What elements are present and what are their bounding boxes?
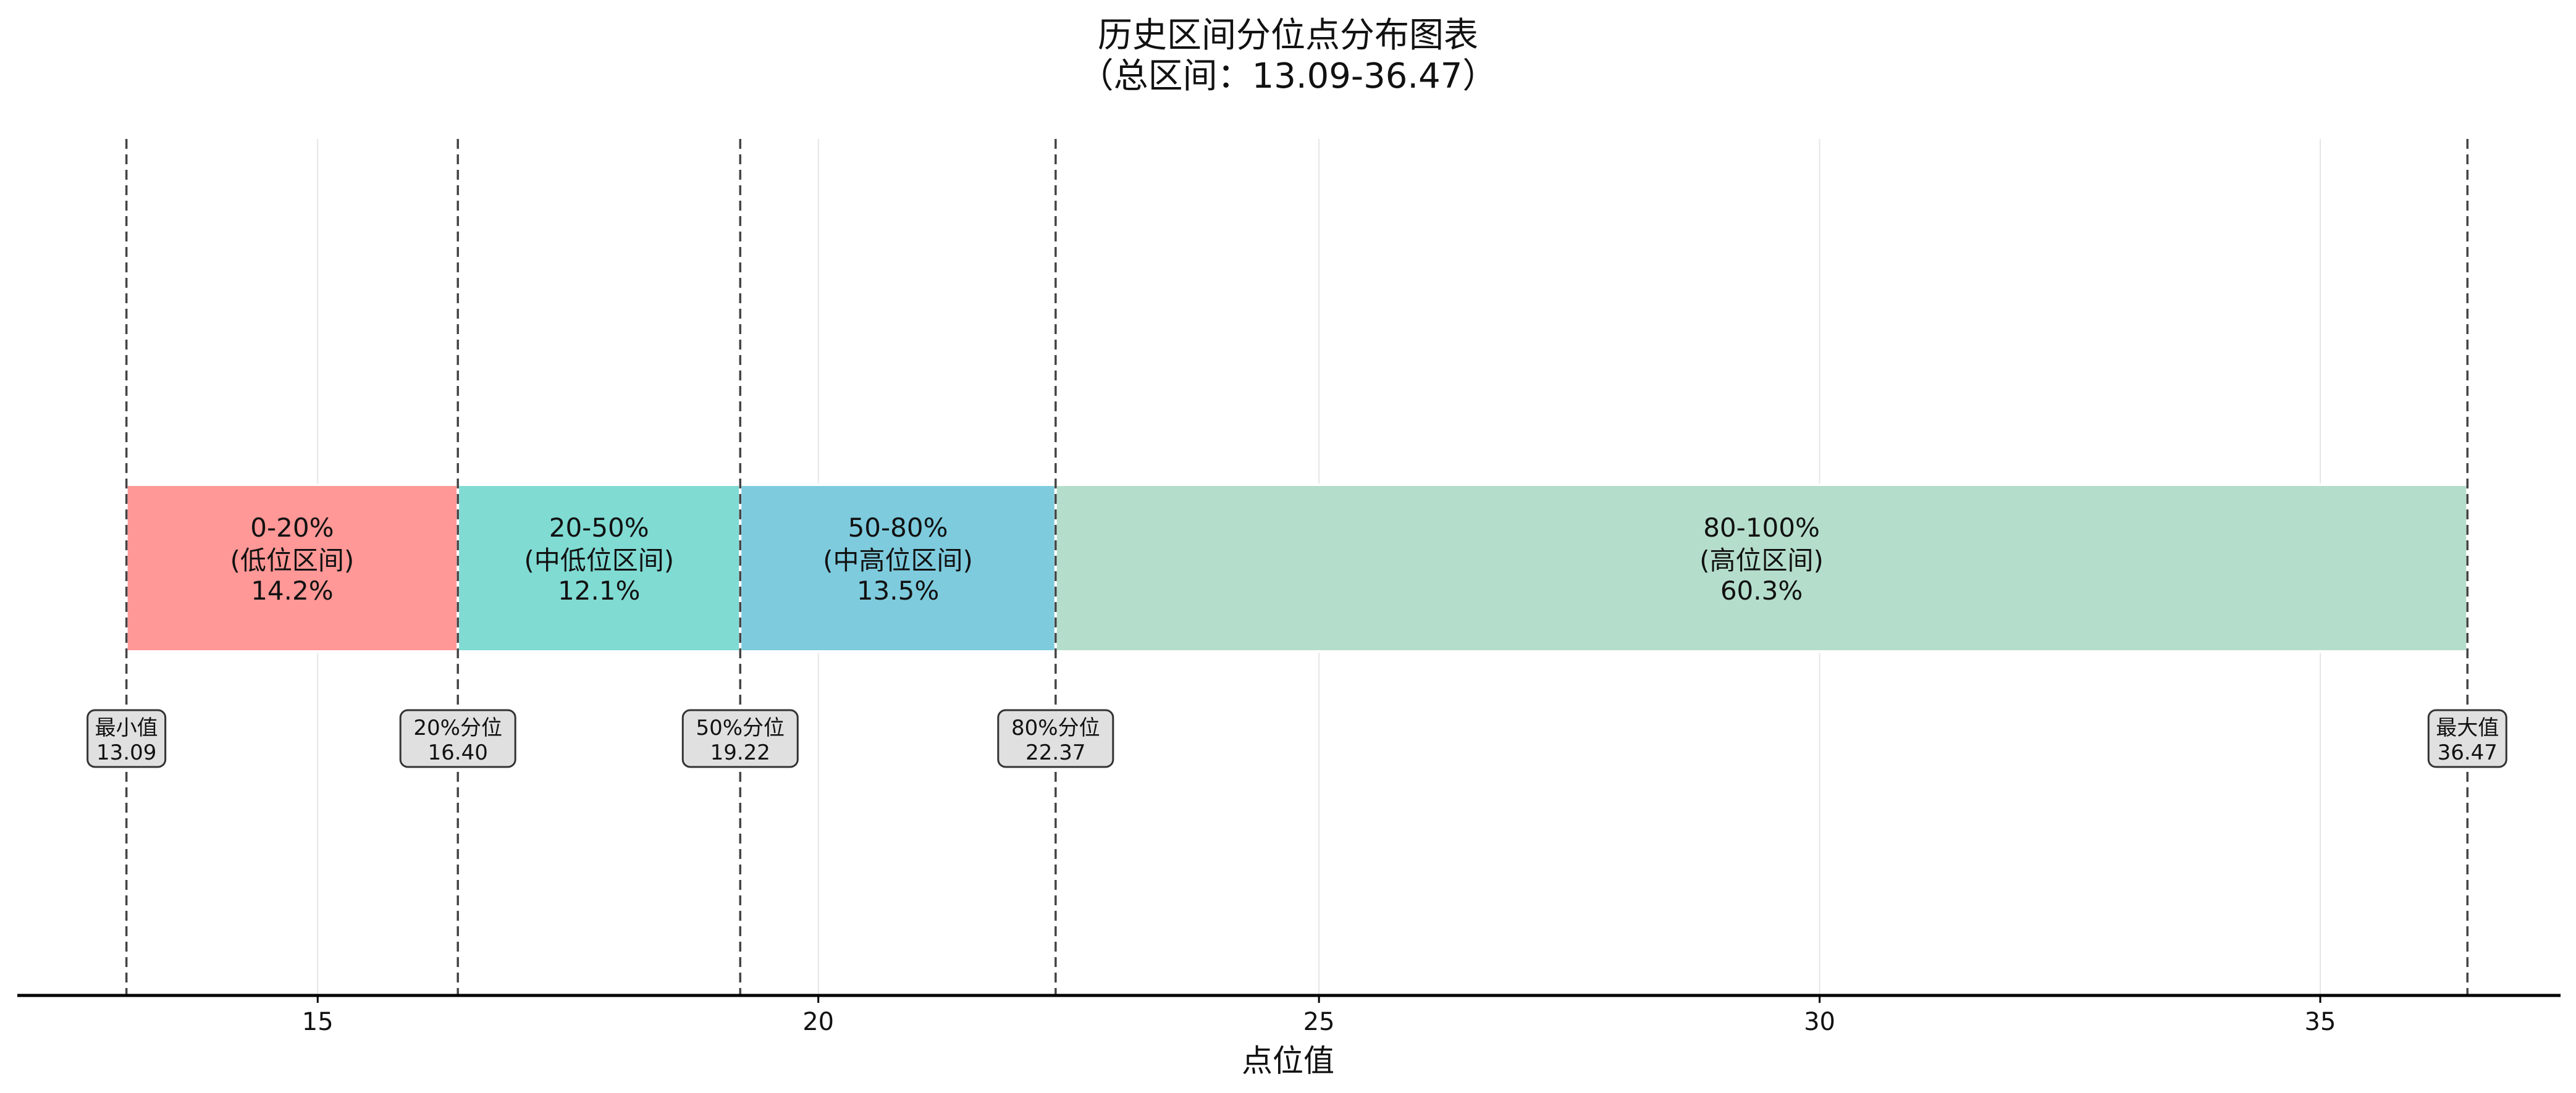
marker-name: 50%分位 xyxy=(696,716,785,740)
segment-bar xyxy=(457,484,742,653)
marker-box xyxy=(86,709,167,768)
segment-range-label: 20-50% xyxy=(549,513,649,543)
x-tick-label: 35 xyxy=(2305,1008,2336,1036)
segment-pct-label: 12.1% xyxy=(558,576,640,606)
x-tick-label: 25 xyxy=(1303,1008,1335,1036)
segment-zone-label: (中高位区间) xyxy=(823,545,973,576)
marker-name: 最大值 xyxy=(2436,716,2499,740)
marker-value: 13.09 xyxy=(96,740,156,765)
marker-name: 80%分位 xyxy=(1011,716,1100,740)
segment-zone-label: (中低位区间) xyxy=(524,545,674,576)
marker-box xyxy=(681,709,799,768)
segment-pct-label: 14.2% xyxy=(251,576,333,606)
segment-range-label: 80-100% xyxy=(1703,513,1820,543)
segment-bar xyxy=(125,484,460,653)
segment-bar xyxy=(739,484,1057,653)
marker-box xyxy=(997,709,1114,768)
segment-range-label: 50-80% xyxy=(848,513,948,543)
range-segments: 0-20%(低位区间)14.2% 20-50%(中低位区间)12.1% 50-80%… xyxy=(125,484,2469,653)
segment-range-label: 0-20% xyxy=(250,513,334,543)
marker-name: 20%分位 xyxy=(413,716,502,740)
marker-value: 19.22 xyxy=(710,740,770,765)
chart-title: 历史区间分位点分布图表 xyxy=(1098,15,1478,56)
marker-value: 16.40 xyxy=(428,740,488,765)
marker-lines xyxy=(125,139,2469,995)
marker-box xyxy=(2427,709,2507,768)
x-tick-label: 20 xyxy=(802,1008,834,1036)
segment-pct-label: 60.3% xyxy=(1720,576,1803,606)
marker-box xyxy=(399,709,516,768)
x-tick-label: 15 xyxy=(302,1008,334,1036)
segment-bar xyxy=(1054,484,2469,653)
segment-zone-label: (高位区间) xyxy=(1699,545,1824,576)
chart-subtitle: （总区间：13.09-36.47） xyxy=(1079,56,1497,96)
x-axis-ticks: 15 20 25 30 35 xyxy=(302,995,2336,1036)
x-tick-label: 30 xyxy=(1804,1008,1835,1036)
marker-value: 36.47 xyxy=(2438,740,2498,765)
segment-pct-label: 13.5% xyxy=(857,576,939,606)
marker-name: 最小值 xyxy=(95,716,158,740)
segment-zone-label: (低位区间) xyxy=(230,545,355,576)
x-axis-label: 点位值 xyxy=(1242,1043,1334,1079)
marker-value: 22.37 xyxy=(1025,740,1085,765)
